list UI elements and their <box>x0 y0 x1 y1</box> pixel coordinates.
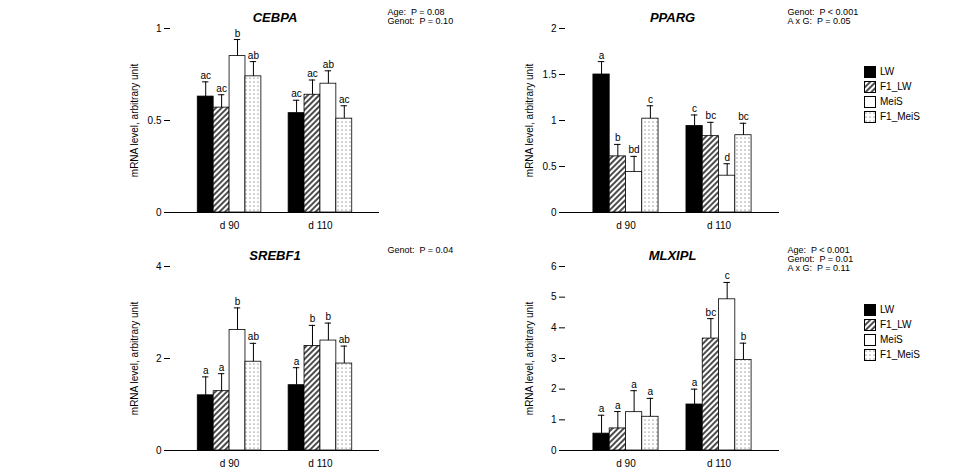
svg-text:Age: P = 0.08Genot: P = 0.10: Age: P = 0.08Genot: P = 0.10 <box>388 7 454 26</box>
svg-text:a: a <box>294 356 300 367</box>
svg-text:c: c <box>648 94 653 105</box>
svg-text:MLXIPL: MLXIPL <box>649 248 697 263</box>
svg-text:2: 2 <box>551 23 557 34</box>
svg-text:bc: bc <box>706 307 717 318</box>
svg-text:SREBF1: SREBF1 <box>249 248 300 263</box>
html-text:MeiS: MeiS <box>880 96 903 107</box>
svg-text:4: 4 <box>551 322 557 333</box>
svg-text:a: a <box>203 365 209 376</box>
html-text:LW: LW <box>880 304 895 315</box>
svg-text:bd: bd <box>629 144 640 155</box>
svg-text:ac: ac <box>216 83 227 94</box>
svg-text:d: d <box>724 152 730 163</box>
svg-text:0.5: 0.5 <box>543 161 557 172</box>
svg-text:mRNA level, arbitrary unit: mRNA level, arbitrary unit <box>129 64 140 178</box>
svg-text:bc: bc <box>738 111 749 122</box>
svg-text:6: 6 <box>551 261 557 272</box>
svg-text:b: b <box>615 132 621 143</box>
svg-text:5: 5 <box>551 291 557 302</box>
svg-text:mRNA level, arbitrary unit: mRNA level, arbitrary unit <box>129 302 140 416</box>
svg-text:mRNA level, arbitrary unit: mRNA level, arbitrary unit <box>524 64 535 178</box>
svg-text:ac: ac <box>339 94 350 105</box>
html-text:F1_MeiS: F1_MeiS <box>880 349 920 360</box>
svg-text:1.5: 1.5 <box>543 69 557 80</box>
svg-text:0.5: 0.5 <box>148 115 162 126</box>
svg-text:d 90: d 90 <box>616 220 636 231</box>
svg-text:a: a <box>615 400 621 411</box>
svg-text:a: a <box>599 50 605 61</box>
svg-text:d 90: d 90 <box>220 458 240 469</box>
svg-text:1: 1 <box>156 23 162 34</box>
svg-text:4: 4 <box>156 261 162 272</box>
svg-text:b: b <box>235 28 241 39</box>
svg-text:d 90: d 90 <box>616 458 636 469</box>
html-text:F1_LW: F1_LW <box>880 81 912 92</box>
svg-text:0: 0 <box>156 207 162 218</box>
svg-text:d 90: d 90 <box>220 220 240 231</box>
svg-text:a: a <box>219 362 225 373</box>
svg-text:ac: ac <box>307 68 318 79</box>
svg-text:Genot: P < 0.001A x G: P = 0: Genot: P < 0.001A x G: P = 0.05 <box>788 7 859 26</box>
svg-text:b: b <box>310 313 316 324</box>
svg-text:ab: ab <box>248 50 260 61</box>
svg-text:0: 0 <box>156 445 162 456</box>
svg-text:1: 1 <box>551 115 557 126</box>
svg-text:ab: ab <box>248 331 260 342</box>
html-text:F1_MeiS: F1_MeiS <box>880 111 920 122</box>
svg-text:CEBPA: CEBPA <box>253 10 298 25</box>
html-text:F1_LW: F1_LW <box>880 319 912 330</box>
svg-text:d 110: d 110 <box>707 458 732 469</box>
svg-text:a: a <box>648 386 654 397</box>
svg-text:d 110: d 110 <box>308 458 333 469</box>
svg-text:0: 0 <box>551 207 557 218</box>
svg-text:2: 2 <box>551 383 557 394</box>
svg-text:b: b <box>326 311 332 322</box>
svg-text:PPARG: PPARG <box>650 10 695 25</box>
svg-text:Genot: P = 0.04: Genot: P = 0.04 <box>388 245 454 255</box>
svg-text:a: a <box>599 403 605 414</box>
svg-text:c: c <box>725 270 730 281</box>
svg-text:a: a <box>631 379 637 390</box>
svg-text:d 110: d 110 <box>707 220 732 231</box>
svg-text:ac: ac <box>291 88 302 99</box>
svg-text:b: b <box>741 331 747 342</box>
svg-text:3: 3 <box>551 353 557 364</box>
svg-text:Age: P < 0.001Genot: P = 0.0: Age: P < 0.001Genot: P = 0.01A x G: P = … <box>788 245 854 273</box>
svg-text:b: b <box>235 296 241 307</box>
html-text:MeiS: MeiS <box>880 334 903 345</box>
svg-text:c: c <box>692 103 697 114</box>
svg-text:bc: bc <box>706 110 717 121</box>
svg-text:d 110: d 110 <box>308 220 333 231</box>
svg-text:ac: ac <box>200 70 211 81</box>
html-text:LW: LW <box>880 66 895 77</box>
svg-text:ab: ab <box>339 334 351 345</box>
svg-text:2: 2 <box>156 353 162 364</box>
svg-text:1: 1 <box>551 414 557 425</box>
svg-text:ab: ab <box>323 59 335 70</box>
svg-text:a: a <box>692 377 698 388</box>
svg-text:0: 0 <box>551 445 557 456</box>
svg-text:mRNA level, arbitrary unit: mRNA level, arbitrary unit <box>524 302 535 416</box>
